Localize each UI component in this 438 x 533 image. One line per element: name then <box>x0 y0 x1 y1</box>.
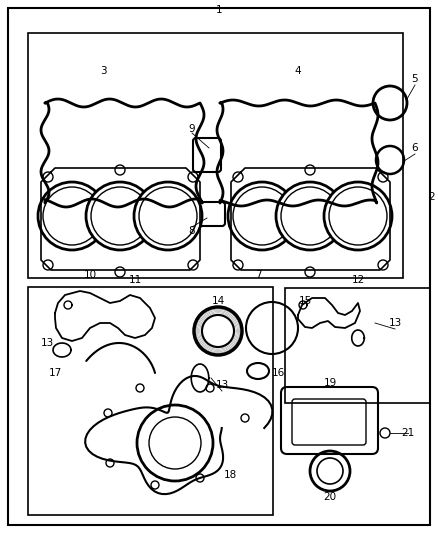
Text: 9: 9 <box>189 124 195 134</box>
Circle shape <box>276 182 344 250</box>
Text: 17: 17 <box>48 368 62 378</box>
Circle shape <box>228 182 296 250</box>
Bar <box>28 287 273 515</box>
Text: 5: 5 <box>412 74 418 84</box>
Text: 15: 15 <box>298 296 311 306</box>
Text: 10: 10 <box>83 270 96 280</box>
Text: 1: 1 <box>215 5 223 15</box>
Text: 12: 12 <box>351 275 364 285</box>
Circle shape <box>202 315 234 347</box>
Text: 19: 19 <box>323 378 337 388</box>
Text: 18: 18 <box>223 470 237 480</box>
Text: 14: 14 <box>212 296 225 306</box>
Text: 13: 13 <box>40 338 53 348</box>
Text: 8: 8 <box>189 226 195 236</box>
Text: 3: 3 <box>100 66 106 76</box>
Text: 13: 13 <box>389 318 402 328</box>
Bar <box>28 33 403 278</box>
Circle shape <box>324 182 392 250</box>
Text: 2: 2 <box>429 192 435 202</box>
Text: 11: 11 <box>128 275 141 285</box>
Circle shape <box>149 417 201 469</box>
Bar <box>285 288 430 403</box>
Text: 4: 4 <box>295 66 301 76</box>
Text: 7: 7 <box>254 270 261 280</box>
Circle shape <box>38 182 106 250</box>
Text: 16: 16 <box>272 368 285 378</box>
Circle shape <box>134 182 202 250</box>
Text: 20: 20 <box>323 492 336 502</box>
Text: 21: 21 <box>401 428 415 438</box>
Text: 6: 6 <box>412 143 418 153</box>
Text: 13: 13 <box>215 380 229 390</box>
Circle shape <box>86 182 154 250</box>
Circle shape <box>317 458 343 484</box>
